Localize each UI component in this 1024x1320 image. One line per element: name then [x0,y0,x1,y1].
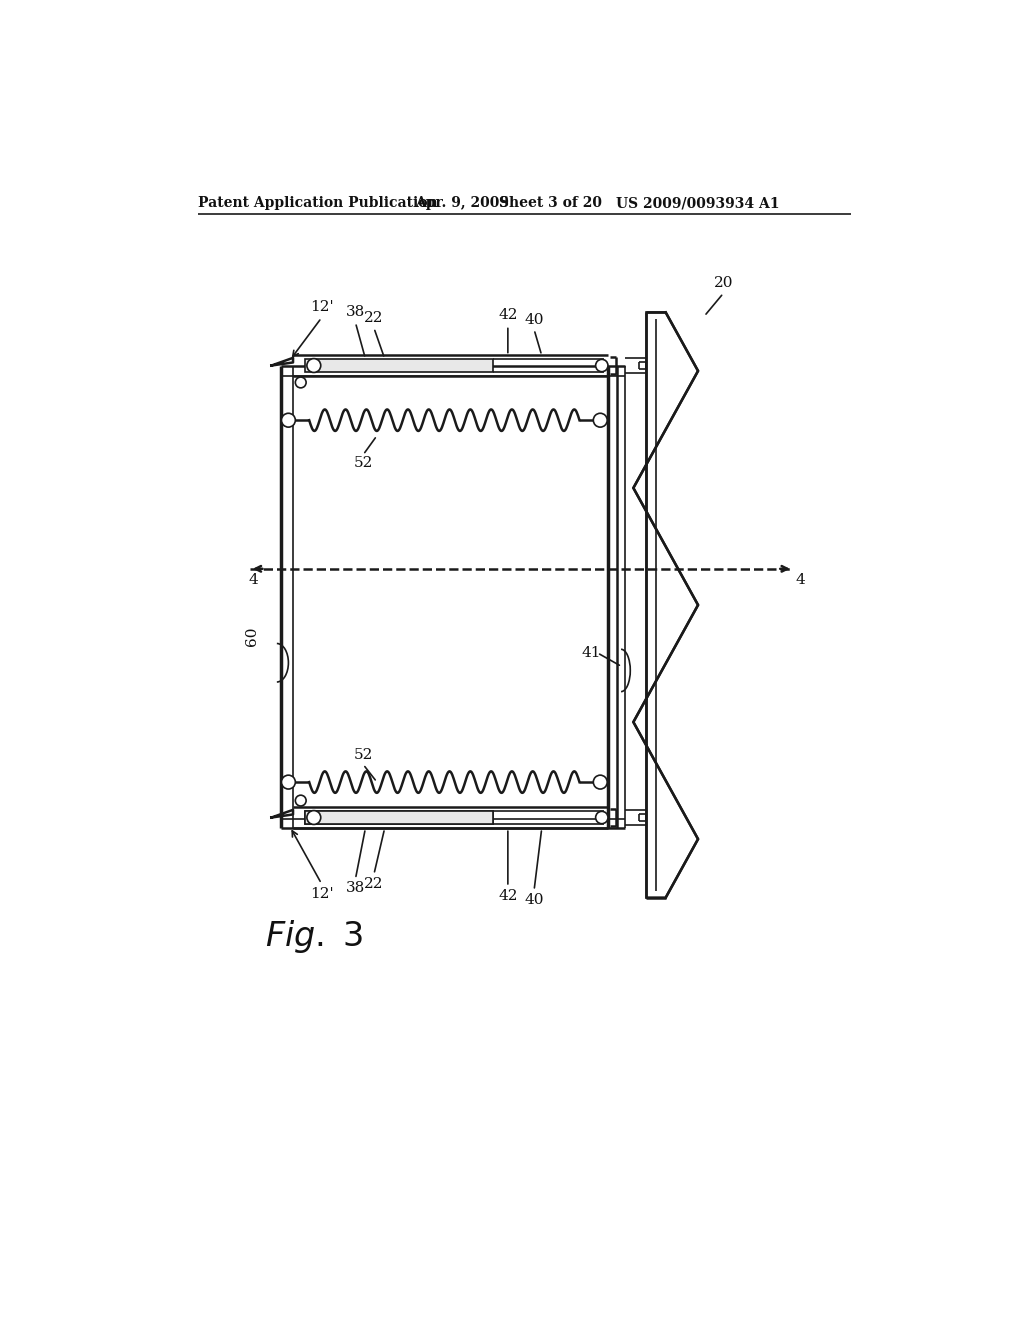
Text: 60: 60 [245,626,259,645]
Text: 4: 4 [796,573,805,587]
Circle shape [307,359,321,372]
Text: 52: 52 [353,748,373,762]
Text: 40: 40 [524,892,544,907]
Text: Apr. 9, 2009: Apr. 9, 2009 [416,197,510,210]
Bar [304,359,494,372]
Polygon shape [271,810,293,817]
Text: 41: 41 [582,645,601,660]
Circle shape [282,775,295,789]
Text: 40: 40 [524,313,544,327]
Text: $\mathit{Fig.}\ 3$: $\mathit{Fig.}\ 3$ [265,917,364,954]
Circle shape [593,413,607,428]
Text: 42: 42 [498,890,517,903]
Circle shape [295,795,306,807]
Text: 52: 52 [353,457,373,470]
Text: Sheet 3 of 20: Sheet 3 of 20 [499,197,602,210]
Text: 22: 22 [365,876,384,891]
Polygon shape [271,358,293,366]
Circle shape [593,775,607,789]
Bar [304,810,494,825]
Text: 22: 22 [365,310,384,325]
Circle shape [282,413,295,428]
Text: 42: 42 [498,309,517,322]
Text: 4: 4 [249,573,259,587]
Text: 12': 12' [309,887,334,900]
Text: 12': 12' [309,300,334,314]
Text: US 2009/0093934 A1: US 2009/0093934 A1 [615,197,779,210]
Circle shape [295,378,306,388]
Text: 38: 38 [346,882,365,895]
Circle shape [596,812,608,824]
Text: 38: 38 [346,305,365,319]
Text: 20: 20 [714,276,733,290]
Polygon shape [634,313,698,898]
Text: Patent Application Publication: Patent Application Publication [199,197,438,210]
Circle shape [307,810,321,825]
Bar [304,810,494,825]
Circle shape [596,359,608,372]
